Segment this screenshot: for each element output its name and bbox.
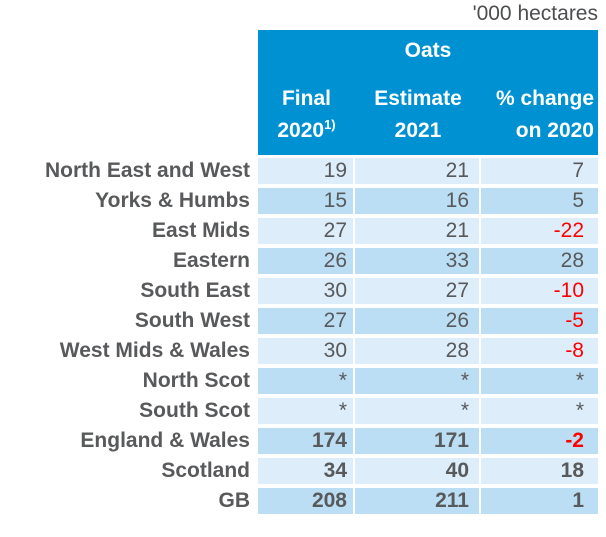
estimate-2021-cell: 33 [355, 248, 481, 278]
table-row: Eastern 26 33 28 [0, 248, 598, 278]
footnote-marker: 1) [324, 117, 336, 132]
crop-header-row: Oats [0, 30, 598, 72]
row-label: Eastern [0, 248, 258, 278]
table-row: Scotland 34 40 18 [0, 458, 598, 488]
column-header-row: Final 20201) Estimate 2021 % change on 2… [0, 72, 598, 158]
table-header: Oats Final 20201) Estimate 2021 % change… [0, 30, 598, 158]
table-row: South West 27 26 -5 [0, 308, 598, 338]
final-2020-cell: 15 [258, 188, 355, 218]
estimate-2021-cell: * [355, 398, 481, 428]
estimate-2021-cell: 211 [355, 488, 481, 518]
pct-change-cell: -10 [481, 278, 598, 308]
header-spacer-cell [0, 72, 258, 158]
pct-change-cell: 7 [481, 158, 598, 188]
column-header-line1: % change [495, 87, 594, 110]
table-row: South Scot * * * [0, 398, 598, 428]
crop-header-oats: Oats [258, 30, 598, 72]
column-header-line1: Final [281, 87, 331, 110]
final-2020-cell: * [258, 398, 355, 428]
table-body: North East and West 19 21 7 Yorks & Humbs 15 1… [0, 158, 598, 518]
column-header-line2: 2021 [394, 119, 442, 142]
table-row: East Mids 27 21 -22 [0, 218, 598, 248]
table-row: North Scot * * * [0, 368, 598, 398]
estimate-2021-cell: 16 [355, 188, 481, 218]
column-header-year: 2020 [277, 119, 325, 142]
row-label: East Mids [0, 218, 258, 248]
final-2020-cell: 27 [258, 308, 355, 338]
pct-change-cell: 28 [481, 248, 598, 278]
row-label: North East and West [0, 158, 258, 188]
column-header-pct-change: % change on 2020 [481, 72, 598, 158]
final-2020-cell: 30 [258, 338, 355, 368]
row-label: GB [0, 488, 258, 518]
pct-change-cell: 5 [481, 188, 598, 218]
oats-area-table: Oats Final 20201) Estimate 2021 % change… [0, 30, 598, 518]
column-header-line2: 20201) [258, 115, 355, 147]
row-label: Yorks & Humbs [0, 188, 258, 218]
final-2020-cell: 27 [258, 218, 355, 248]
header-spacer-cell [0, 30, 258, 72]
final-2020-cell: 26 [258, 248, 355, 278]
estimate-2021-cell: 27 [355, 278, 481, 308]
column-header-line2: on 2020 [515, 119, 594, 142]
estimate-2021-cell: 40 [355, 458, 481, 488]
column-header-line1: Estimate [374, 87, 462, 110]
estimate-2021-cell: * [355, 368, 481, 398]
estimate-2021-cell: 28 [355, 338, 481, 368]
row-label: Scotland [0, 458, 258, 488]
pct-change-cell: -8 [481, 338, 598, 368]
table-row: West Mids & Wales 30 28 -8 [0, 338, 598, 368]
row-label: West Mids & Wales [0, 338, 258, 368]
final-2020-cell: 174 [258, 428, 355, 458]
table-row: Yorks & Humbs 15 16 5 [0, 188, 598, 218]
column-header-estimate-2021: Estimate 2021 [355, 72, 481, 158]
estimate-2021-cell: 21 [355, 158, 481, 188]
unit-label: '000 hectares [472, 2, 598, 25]
row-label: North Scot [0, 368, 258, 398]
table-row: GB 208 211 1 [0, 488, 598, 518]
table-row: North East and West 19 21 7 [0, 158, 598, 188]
row-label: England & Wales [0, 428, 258, 458]
pct-change-cell: * [481, 398, 598, 428]
row-label: South East [0, 278, 258, 308]
final-2020-cell: 34 [258, 458, 355, 488]
column-header-final-2020: Final 20201) [258, 72, 355, 158]
estimate-2021-cell: 26 [355, 308, 481, 338]
pct-change-cell: 18 [481, 458, 598, 488]
row-label: South Scot [0, 398, 258, 428]
pct-change-cell: 1 [481, 488, 598, 518]
table-row: England & Wales 174 171 -2 [0, 428, 598, 458]
pct-change-cell: * [481, 368, 598, 398]
final-2020-cell: 208 [258, 488, 355, 518]
pct-change-cell: -22 [481, 218, 598, 248]
final-2020-cell: * [258, 368, 355, 398]
estimate-2021-cell: 21 [355, 218, 481, 248]
final-2020-cell: 30 [258, 278, 355, 308]
row-label: South West [0, 308, 258, 338]
estimate-2021-cell: 171 [355, 428, 481, 458]
table-row: South East 30 27 -10 [0, 278, 598, 308]
pct-change-cell: -2 [481, 428, 598, 458]
final-2020-cell: 19 [258, 158, 355, 188]
pct-change-cell: -5 [481, 308, 598, 338]
